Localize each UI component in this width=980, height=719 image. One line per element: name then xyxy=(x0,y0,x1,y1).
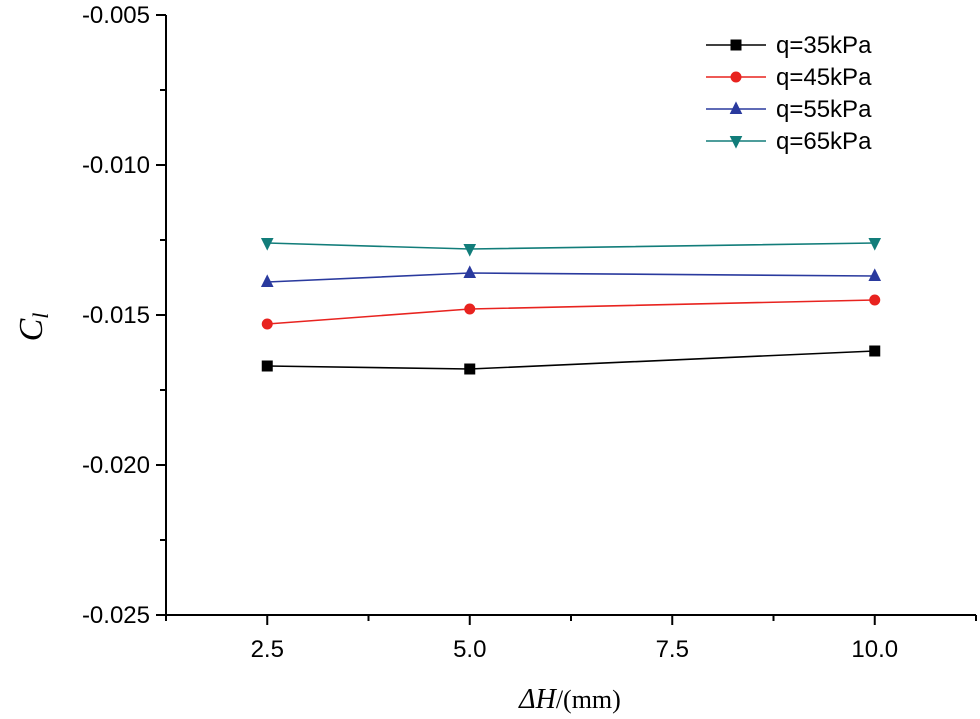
x-axis-title-unit: /(mm) xyxy=(556,685,621,714)
legend-label: q=55kPa xyxy=(776,96,872,123)
series-line xyxy=(267,242,875,250)
y-tick-label: -0.015 xyxy=(82,302,150,329)
y-axis-ticks: -0.005 -0.010 -0.015 -0.020 -0.025 xyxy=(82,2,166,629)
x-tick-label: 2.5 xyxy=(251,636,284,663)
y-tick-label: -0.005 xyxy=(82,2,150,29)
legend-marker xyxy=(729,101,743,114)
series-line xyxy=(267,299,875,325)
data-point xyxy=(261,360,273,372)
legend-label: q=35kPa xyxy=(776,32,872,59)
x-axis-ticks: 2.5 5.0 7.5 10.0 xyxy=(165,615,977,663)
data-point xyxy=(868,268,882,281)
data-point xyxy=(869,345,881,357)
y-axis-title-main: C xyxy=(13,318,50,341)
y-axis-title-sub: l xyxy=(28,313,53,319)
legend-item: q=35kPa xyxy=(706,32,872,59)
legend-label: q=45kPa xyxy=(776,64,872,91)
data-point xyxy=(261,318,273,330)
x-tick-label: 7.5 xyxy=(656,636,689,663)
legend: q=35kPa q=45kPa q=55kPa q=65kPa xyxy=(706,32,872,155)
series-q=65kPa xyxy=(260,238,882,257)
data-point xyxy=(464,363,476,375)
series-q=35kPa xyxy=(261,345,881,375)
series-line xyxy=(267,350,875,370)
legend-label: q=65kPa xyxy=(776,128,872,155)
x-axis-title-symbol: ΔH xyxy=(518,684,557,715)
data-point xyxy=(463,244,477,257)
series-q=45kPa xyxy=(261,294,881,330)
legend-item: q=45kPa xyxy=(706,64,872,91)
x-tick-label: 10.0 xyxy=(851,636,898,663)
legend-marker xyxy=(730,71,742,83)
y-tick-label: -0.025 xyxy=(82,602,150,629)
data-point xyxy=(260,238,274,251)
data-point xyxy=(868,238,882,251)
x-axis-title: ΔH/(mm) xyxy=(518,684,621,715)
series-layer xyxy=(260,238,882,375)
x-tick-label: 5.0 xyxy=(453,636,486,663)
data-point xyxy=(260,274,274,287)
legend-marker xyxy=(730,39,742,51)
legend-marker xyxy=(729,136,743,149)
data-point xyxy=(463,265,477,278)
series-q=55kPa xyxy=(260,265,882,287)
y-tick-label: -0.020 xyxy=(82,452,150,479)
legend-item: q=65kPa xyxy=(706,128,872,155)
legend-item: q=55kPa xyxy=(706,96,872,123)
data-point xyxy=(869,294,881,306)
y-axis-title: Cl xyxy=(13,313,53,342)
data-point xyxy=(464,303,476,315)
y-tick-label: -0.010 xyxy=(82,152,150,179)
series-line xyxy=(267,272,875,283)
